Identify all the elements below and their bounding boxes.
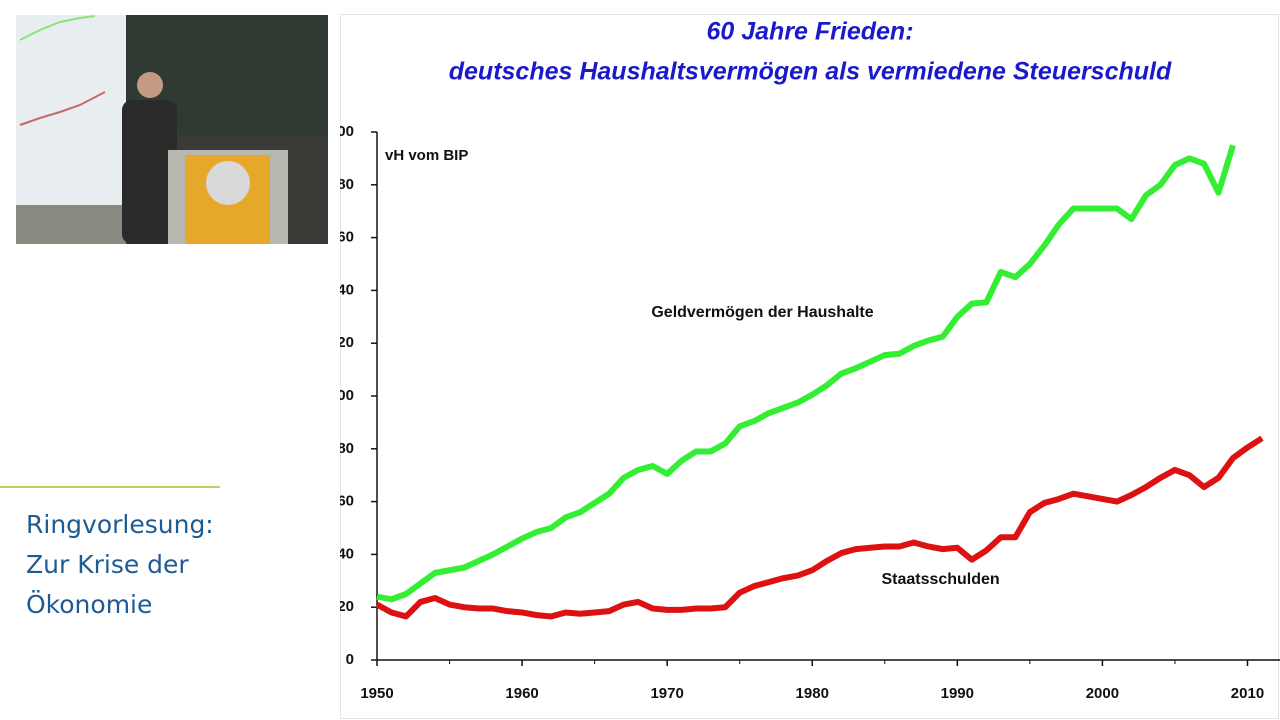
series-line [376,144,1236,603]
x-tick-label: 1990 [941,685,974,702]
y-tick-label: 20 [340,598,354,615]
x-tick-label: 2010 [1231,685,1264,702]
speaker-video [16,15,328,244]
x-tick-label: 1970 [650,685,683,702]
y-tick-label: 60 [340,493,354,510]
y-tick-label: 100 [340,387,354,404]
poster-logo [206,161,250,205]
divider [0,486,220,488]
speaker-head [137,72,163,98]
caption-line: Zur Krise der [26,550,189,579]
speaker-body [122,100,177,244]
x-tick-label: 1960 [505,685,538,702]
y-axis-label: vH vom BIP [385,147,468,164]
y-tick-label: 80 [340,440,354,457]
series-label: Staatsschulden [881,571,999,588]
y-tick-label: 120 [340,334,354,351]
chart: 60 Jahre Frieden: deutsches Haushaltsver… [340,14,1280,719]
lecture-caption: Ringvorlesung: Zur Krise der Ökonomie [26,505,214,625]
caption-line: Ringvorlesung: [26,510,214,539]
x-tick-label: 1980 [796,685,829,702]
y-tick-label: 180 [340,176,354,193]
y-tick-label: 160 [340,229,354,246]
projection-screen [16,15,126,205]
chart-title: 60 Jahre Frieden: [706,18,913,46]
y-tick-label: 40 [340,545,354,562]
x-tick-label: 2000 [1086,685,1119,702]
screen-line [19,15,96,41]
series-line [375,435,1264,620]
chart-subtitle: deutsches Haushaltsvermögen als vermiede… [449,58,1172,86]
panel-border [340,14,1279,719]
floor [16,205,126,244]
y-tick-label: 140 [340,281,354,298]
x-tick-label: 1950 [360,685,393,702]
y-tick-label: 200 [340,123,354,140]
caption-line: Ökonomie [26,590,153,619]
screen-line [19,91,106,126]
chart-panel: 60 Jahre Frieden: deutsches Haushaltsver… [340,0,1280,720]
series-label: Geldvermögen der Haushalte [651,304,873,321]
y-tick-label: 0 [346,651,354,668]
